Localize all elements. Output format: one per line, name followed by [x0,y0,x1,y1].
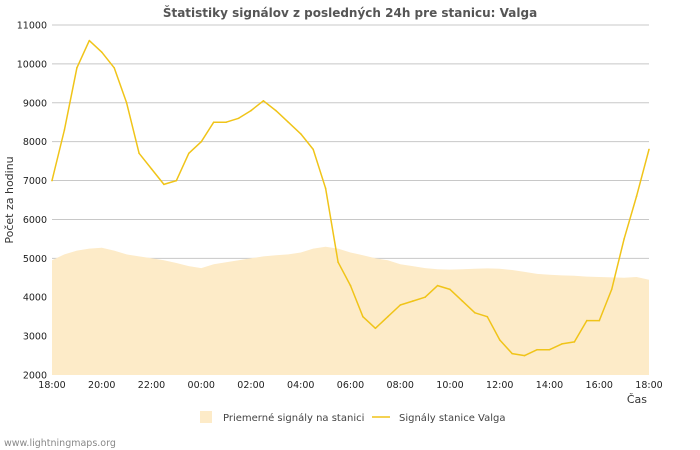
axis-layer: 2000 3000 4000 5000 6000 7000 8000 9000 10000 110… [17,21,663,392]
y-tick-label: 9000 [23,98,47,109]
x-tick-label: 12:00 [486,380,513,391]
series-point-valga [511,352,513,355]
x-tick-label: 00:00 [188,380,215,391]
series-point-valga [51,179,53,182]
y-tick-label: 5000 [23,254,47,265]
series-area-average [52,246,649,375]
series-point-valga [349,284,352,287]
x-tick-label: 20:00 [88,380,115,391]
series-point-valga [300,133,302,135]
x-tick-label: 14:00 [536,380,563,391]
series-point-valga [163,183,165,186]
x-tick-label: 22:00 [138,380,165,391]
series-point-valga [449,288,451,291]
series-point-valga [188,152,190,155]
series-point-valga [138,152,140,155]
series-point-valga [250,109,252,112]
series-point-valga [125,102,128,104]
series-point-valga [113,67,115,69]
series-point-valga [648,148,650,151]
series-point-valga [548,348,551,351]
area-layer [52,246,649,375]
x-tick-label: 06:00 [337,380,364,391]
series-point-valga [536,348,538,351]
legend: Priemerné signály na stanici Signály sta… [200,411,505,424]
legend-label-average: Priemerné signály na stanici [223,412,364,424]
series-point-valga [88,39,91,42]
series-point-valga [287,121,290,123]
series-point-valga [387,315,389,318]
series-point-valga [212,121,215,123]
series-point-valga [399,304,402,306]
y-tick-label: 6000 [23,215,47,226]
series-point-valga [374,327,377,330]
series-point-valga [436,284,439,287]
series-point-valga [337,261,339,264]
y-tick-label: 7000 [23,176,47,187]
y-tick-label: 8000 [23,137,47,148]
line-layer [51,39,650,357]
series-point-valga [486,315,489,318]
series-point-valga [610,288,613,291]
y-tick-label: 4000 [23,293,47,304]
series-point-valga [237,117,240,120]
series-point-valga [175,179,178,182]
x-tick-label: 08:00 [387,380,414,391]
x-axis-label: Čas [627,393,647,406]
series-point-valga [561,343,563,345]
legend-label-station: Signály stanice Valga [399,412,505,424]
series-point-valga [312,148,315,151]
series-point-valga [623,238,625,240]
x-tick-label: 18:00 [635,380,662,391]
x-tick-label: 02:00 [237,380,264,391]
y-tick-label: 11000 [17,21,47,32]
series-point-valga [499,339,501,341]
series-point-valga [225,121,227,123]
series-point-valga [586,319,588,322]
series-point-valga [411,300,414,302]
x-tick-label: 18:00 [38,380,65,391]
series-point-valga [362,315,364,318]
x-tick-label: 16:00 [586,380,613,391]
series-point-valga [76,67,78,69]
chart-title: Štatistiky signálov z posledných 24h pre… [163,5,537,20]
series-point-valga [474,312,476,314]
y-axis-label: Počet za hodinu [3,156,16,243]
y-tick-label: 10000 [17,59,47,70]
series-point-valga [523,354,526,357]
series-point-valga [461,300,464,302]
series-point-valga [598,319,601,322]
series-point-valga [101,51,103,53]
series-point-valga [275,109,277,112]
y-tick-label: 3000 [23,332,47,343]
series-point-valga [200,140,203,143]
series-point-valga [262,100,265,102]
series-point-valga [635,195,638,197]
legend-area-swatch [200,411,212,423]
watermark: www.lightningmaps.org [4,438,116,449]
x-tick-label: 10:00 [436,380,463,391]
series-point-valga [324,187,327,190]
x-tick-label: 04:00 [287,380,314,391]
series-point-valga [150,168,153,170]
y-tick-label: 2000 [23,371,47,382]
series-point-valga [63,129,66,131]
series-point-valga [573,341,576,343]
series-point-valga [424,296,426,299]
